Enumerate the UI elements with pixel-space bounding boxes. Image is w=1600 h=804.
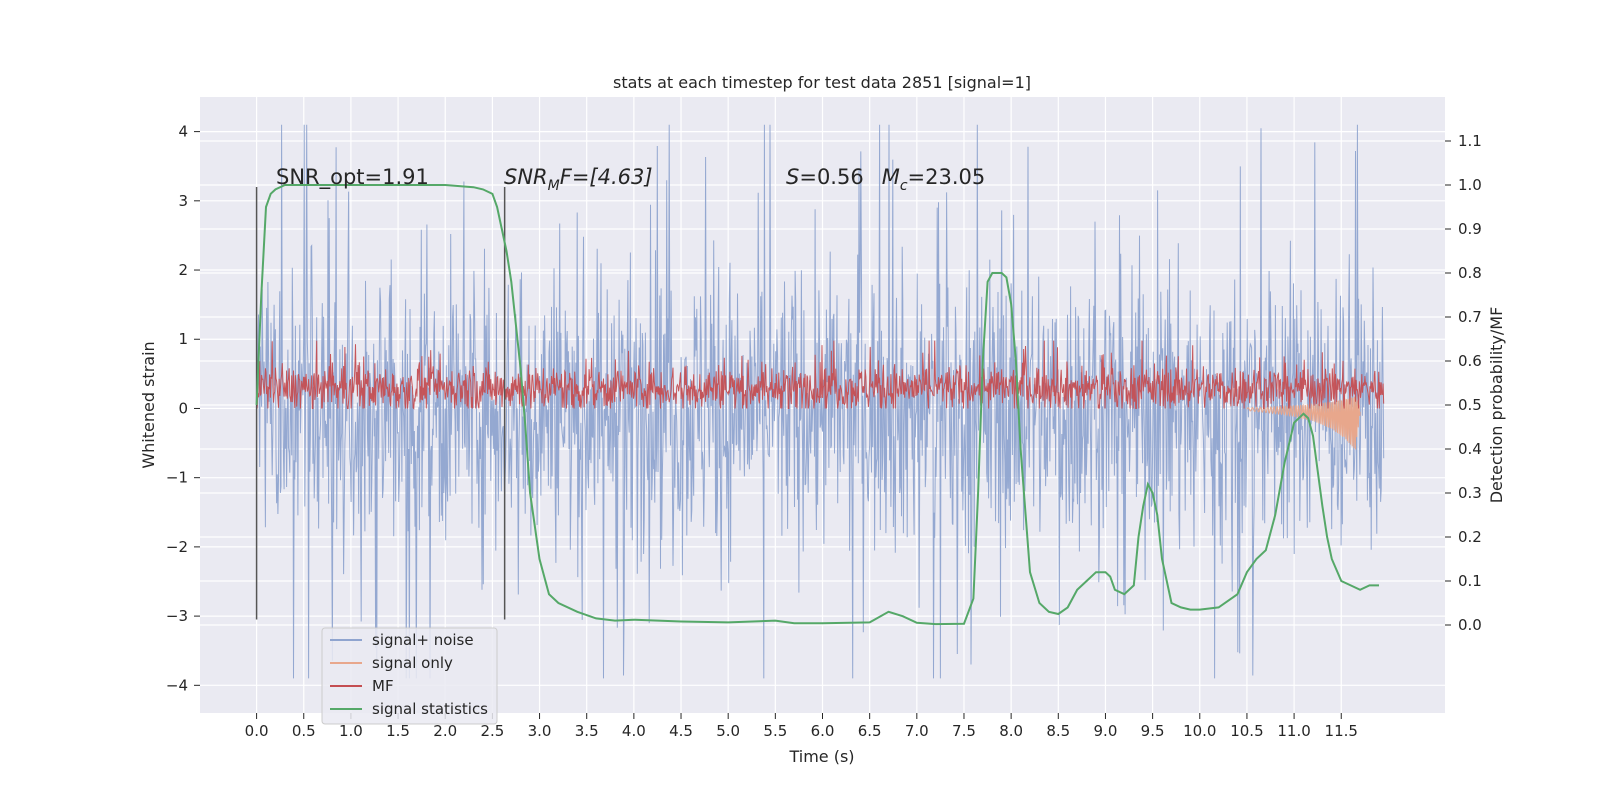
legend-label-mf: MF: [372, 677, 394, 695]
x-tick-label: 7.0: [905, 722, 929, 740]
snr-mf-main: SNR: [504, 165, 548, 189]
y-left-tick-label: −1: [166, 469, 188, 487]
x-tick-label: 1.0: [339, 722, 363, 740]
legend: signal+ noise signal only MF signal stat…: [321, 627, 498, 725]
y-left-tick-label: 3: [178, 192, 188, 210]
y-left-tick-label: 1: [178, 330, 188, 348]
annotation-snr-mf: SNRMF=[4.63]: [504, 165, 653, 194]
mc-label: M: [882, 165, 900, 189]
y-right-tick-label: 0.1: [1458, 572, 1482, 590]
snr-mf-sub: M: [548, 178, 560, 194]
x-tick-label: 11.5: [1325, 722, 1358, 740]
x-tick-label: 6.5: [858, 722, 882, 740]
y-right-tick-label: 0.6: [1458, 352, 1482, 370]
y-right-tick-label: 0.5: [1458, 396, 1482, 414]
legend-label-signal-statistics: signal statistics: [372, 700, 488, 718]
legend-box: [321, 627, 498, 725]
x-tick-label: 5.0: [716, 722, 740, 740]
x-tick-label: 9.5: [1141, 722, 1165, 740]
snr-mf-rest: F=[4.63]: [560, 165, 653, 189]
y-left-tick-label: −2: [166, 538, 188, 556]
s-label: S: [786, 165, 799, 189]
x-tick-label: 4.5: [669, 722, 693, 740]
annotation-snr-opt: SNR_opt=1.91: [276, 165, 429, 190]
mc-sub: c: [900, 178, 908, 194]
series-signal-only: [1246, 396, 1361, 450]
x-tick-label: 10.0: [1183, 722, 1216, 740]
x-tick-label: 2.0: [433, 722, 457, 740]
series-signal-noise: [256, 124, 1385, 679]
x-tick-label: 11.0: [1277, 722, 1310, 740]
series-layer: [255, 124, 1385, 679]
x-axis-ticks: 0.0 0.5 1.0 1.5 2.0 2.5 3.0 3.5 4.0 4.5 5.0 5.5 6.0 6…: [245, 713, 1358, 740]
x-tick-label: 3.0: [528, 722, 552, 740]
y-left-tick-label: −4: [166, 676, 188, 694]
legend-label-signal-only: signal only: [372, 654, 453, 672]
series-mf: [256, 340, 1385, 410]
y-left-tick-label: 4: [178, 123, 188, 141]
y-right-tick-label: 0.8: [1458, 264, 1482, 282]
x-tick-label: 8.5: [1046, 722, 1070, 740]
y-right-tick-label: 0.4: [1458, 440, 1482, 458]
y-right-tick-label: 1.0: [1458, 176, 1482, 194]
x-tick-label: 1.5: [386, 722, 410, 740]
s-value: =0.56: [799, 165, 863, 189]
y-right-tick-label: 0.3: [1458, 484, 1482, 502]
y-axis-right-ticks: 1.1 1.0 0.9 0.8 0.7 0.6 0.5 0.4 0.3 0.2 0.1 0.0: [1445, 132, 1482, 634]
y-left-tick-label: −3: [166, 607, 188, 625]
x-tick-label: 10.5: [1230, 722, 1263, 740]
y-right-tick-label: 0.7: [1458, 308, 1482, 326]
x-tick-label: 0.0: [245, 722, 269, 740]
x-tick-label: 7.5: [952, 722, 976, 740]
y-right-tick-label: 1.1: [1458, 132, 1482, 150]
mc-value: =23.05: [908, 165, 986, 189]
legend-label-signal-noise: signal+ noise: [372, 631, 474, 649]
y-right-tick-label: 0.2: [1458, 528, 1482, 546]
x-tick-label: 8.0: [999, 722, 1023, 740]
x-tick-label: 4.0: [622, 722, 646, 740]
x-tick-label: 9.0: [1094, 722, 1118, 740]
x-tick-label: 5.5: [763, 722, 787, 740]
chart-title: stats at each timestep for test data 285…: [613, 73, 1031, 92]
y-axis-left-label: Whitened strain: [139, 341, 158, 468]
x-tick-label: 6.0: [811, 722, 835, 740]
x-tick-label: 2.5: [480, 722, 504, 740]
y-left-tick-label: 2: [178, 261, 188, 279]
annotation-s-mc: S=0.56 Mc=23.05: [786, 165, 985, 194]
series-signal-statistics: [255, 184, 1379, 626]
x-axis-label: Time (s): [788, 747, 854, 766]
y-axis-left-ticks: 4 3 2 1 0 −1 −2 −3 −4: [166, 123, 200, 694]
y-right-tick-label: 0.0: [1458, 616, 1482, 634]
x-tick-label: 0.5: [292, 722, 316, 740]
y-left-tick-label: 0: [178, 399, 188, 417]
x-tick-label: 3.5: [575, 722, 599, 740]
y-right-tick-label: 0.9: [1458, 220, 1482, 238]
y-axis-right-label: Detection probability/MF: [1487, 307, 1506, 504]
